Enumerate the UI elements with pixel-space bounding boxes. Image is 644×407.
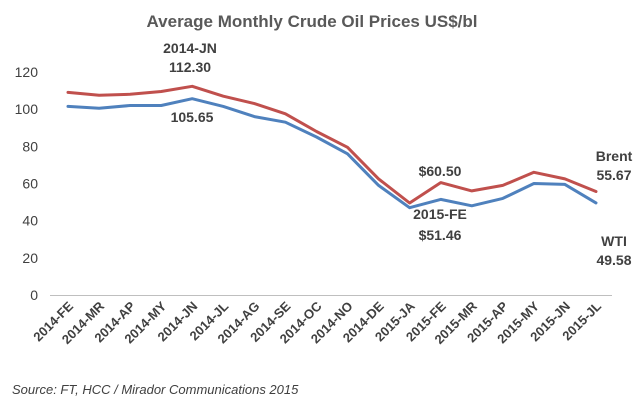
x-axis: 2014-FE2014-MR2014-AP2014-MY2014-JN2014-… <box>30 295 612 347</box>
annotation-brent-value: 55.67 <box>596 167 631 183</box>
annotation-2015-fe-brent: $60.50 <box>419 163 462 179</box>
brent-series-line <box>66 84 598 205</box>
series-group <box>66 84 598 210</box>
annotation-2014-jn-brent: 112.30 <box>169 59 211 75</box>
annotation-wti-name: WTI <box>601 233 627 249</box>
y-tick-label: 80 <box>22 138 38 154</box>
annotation-brent-name: Brent <box>596 148 633 164</box>
y-tick-label: 40 <box>22 213 38 229</box>
annotations: 2014-JN 112.30 105.65 $60.50 2015-FE $51… <box>163 40 632 268</box>
source-note: Source: FT, HCC / Mirador Communications… <box>12 382 299 397</box>
y-tick-label: 100 <box>15 101 39 117</box>
annotation-2015-fe-wti: $51.46 <box>419 227 462 243</box>
annotation-2014-jn-label: 2014-JN <box>163 40 217 56</box>
annotation-2014-jn-wti: 105.65 <box>171 109 214 125</box>
y-tick-label: 20 <box>22 250 38 266</box>
chart-title: Average Monthly Crude Oil Prices US$/bl <box>147 12 478 31</box>
y-tick-label: 0 <box>30 287 38 303</box>
y-axis: 0 20 40 60 80 100 120 <box>15 64 39 303</box>
y-tick-label: 120 <box>15 64 39 80</box>
annotation-2015-fe-label: 2015-FE <box>413 206 467 222</box>
wti-series-line <box>66 97 598 210</box>
y-tick-label: 60 <box>22 176 38 192</box>
annotation-wti-value: 49.58 <box>596 252 631 268</box>
